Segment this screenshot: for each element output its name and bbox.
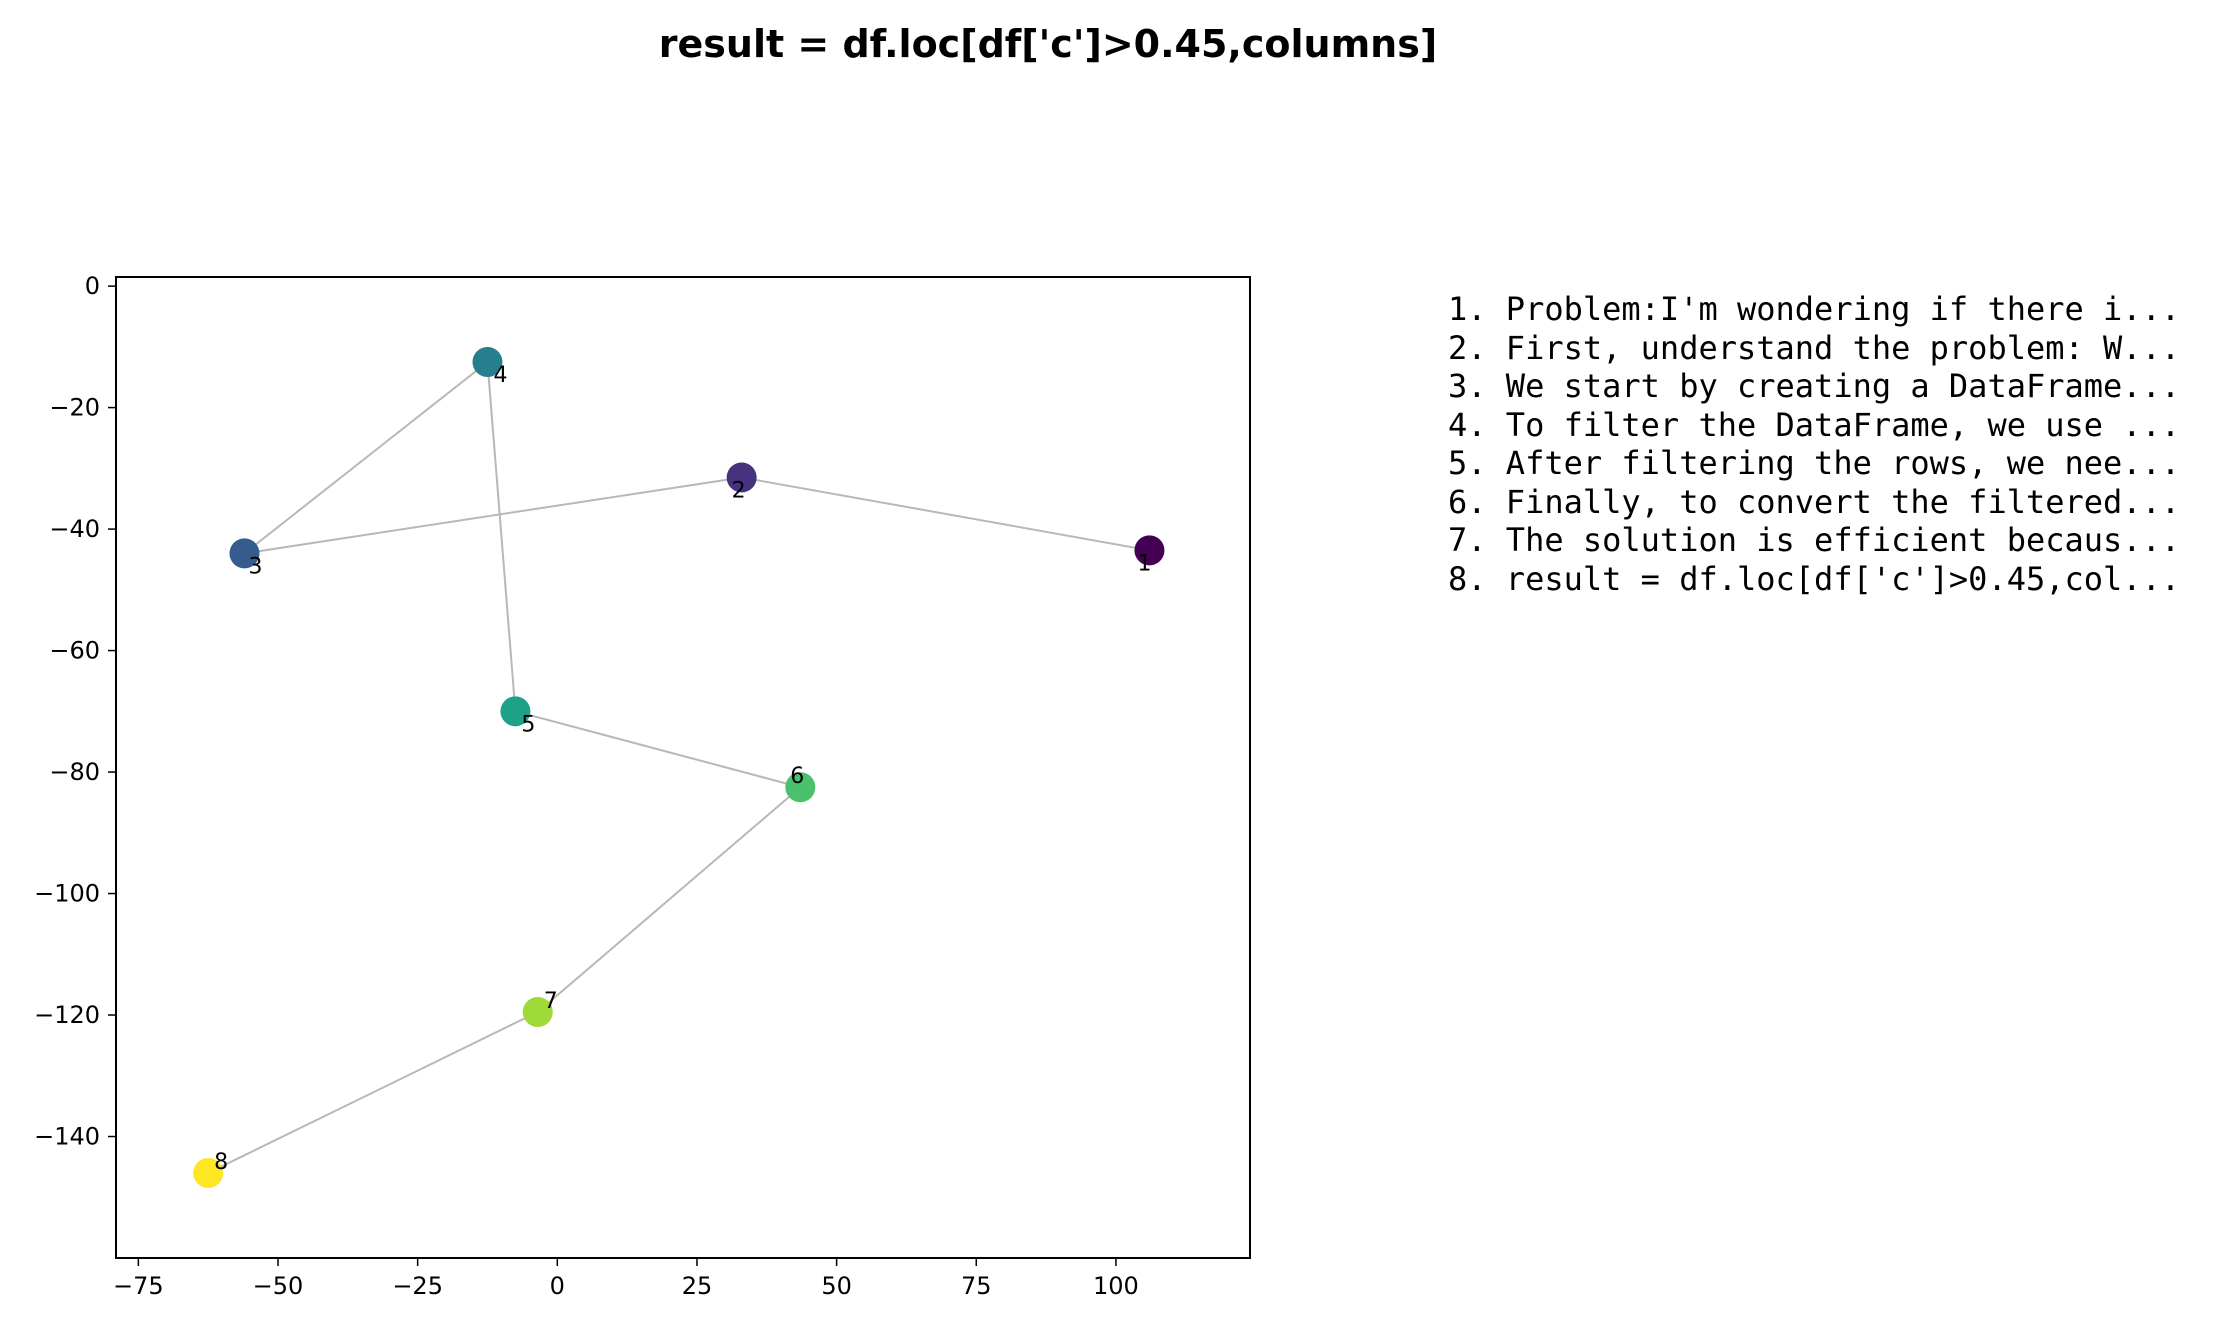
y-tick-label: −120 [34,1001,100,1029]
data-point-label-8: 8 [214,1150,228,1175]
y-tick-label: −60 [49,637,100,665]
solution-step-4: 4. To filter the DataFrame, we use ... [1448,405,2181,444]
y-tick-label: −40 [49,515,100,543]
solution-step-8: 8. result = df.loc[df['c']>0.45,col... [1448,559,2181,598]
y-tick-label: −140 [34,1123,100,1151]
connector-line-3-4 [243,361,489,555]
data-point-1 [1134,535,1165,566]
connector-line-7-8 [207,1011,539,1174]
x-tick-label: −25 [392,1272,443,1300]
data-point-8 [193,1157,224,1188]
connector-line-2-3 [244,476,742,555]
x-tick-label: 50 [821,1272,852,1300]
connector-line-1-2 [741,476,1150,552]
solution-step-5: 5. After filtering the rows, we nee... [1448,444,2181,482]
data-point-label-6: 6 [790,764,804,789]
y-tick-label: 0 [85,272,100,300]
data-point-label-4: 4 [493,363,507,388]
data-point-3 [229,538,260,569]
data-point-label-3: 3 [248,554,262,579]
x-tick-label: −75 [113,1272,164,1300]
connector-lines [207,361,1150,1174]
x-tick-label: 25 [682,1272,713,1300]
plot-area-frame [115,276,1251,1259]
solution-step-1: 1. Problem:I'm wondering if there i... [1448,290,2181,328]
data-point-4 [472,347,503,378]
solution-steps-list: 1. Problem:I'm wondering if there i... 2.… [1448,290,2180,598]
solution-step-6: 6. Finally, to convert the filtered... [1448,482,2181,521]
data-point-labels: 1 2 3 4 5 6 7 8 [214,363,1151,1175]
data-point-6 [785,772,816,803]
x-tick-label: 75 [961,1272,992,1300]
solution-step-2: 2. First, understand the problem: W... [1448,328,2181,367]
solution-step-7: 7. The solution is efficient becaus... [1448,521,2181,559]
x-axis: −75 −50 −25 0 25 50 75 100 [113,1258,1139,1300]
data-point-7 [522,996,553,1027]
data-point-label-7: 7 [544,989,558,1014]
solution-step-3: 3. We start by creating a DataFrame... [1448,367,2181,405]
chart-title: result = df.loc[df['c']>0.45,columns] [658,22,1438,66]
data-point-label-1: 1 [1137,551,1151,576]
x-tick-label: 100 [1093,1272,1139,1300]
y-tick-label: −100 [34,880,100,908]
connector-line-5-6 [515,710,801,789]
data-point-5 [500,696,531,727]
data-point-label-5: 5 [521,712,535,737]
connector-line-6-7 [537,786,801,1013]
connector-line-4-5 [486,361,517,712]
y-axis: 0 −20 −40 −60 −80 −100 −120 −140 [34,272,116,1151]
x-tick-label: 0 [550,1272,565,1300]
data-points [193,347,1165,1188]
data-point-2 [726,462,757,493]
x-tick-label: −50 [253,1272,304,1300]
y-tick-label: −80 [49,758,100,786]
y-tick-label: −20 [49,394,100,422]
data-point-label-2: 2 [732,478,746,503]
